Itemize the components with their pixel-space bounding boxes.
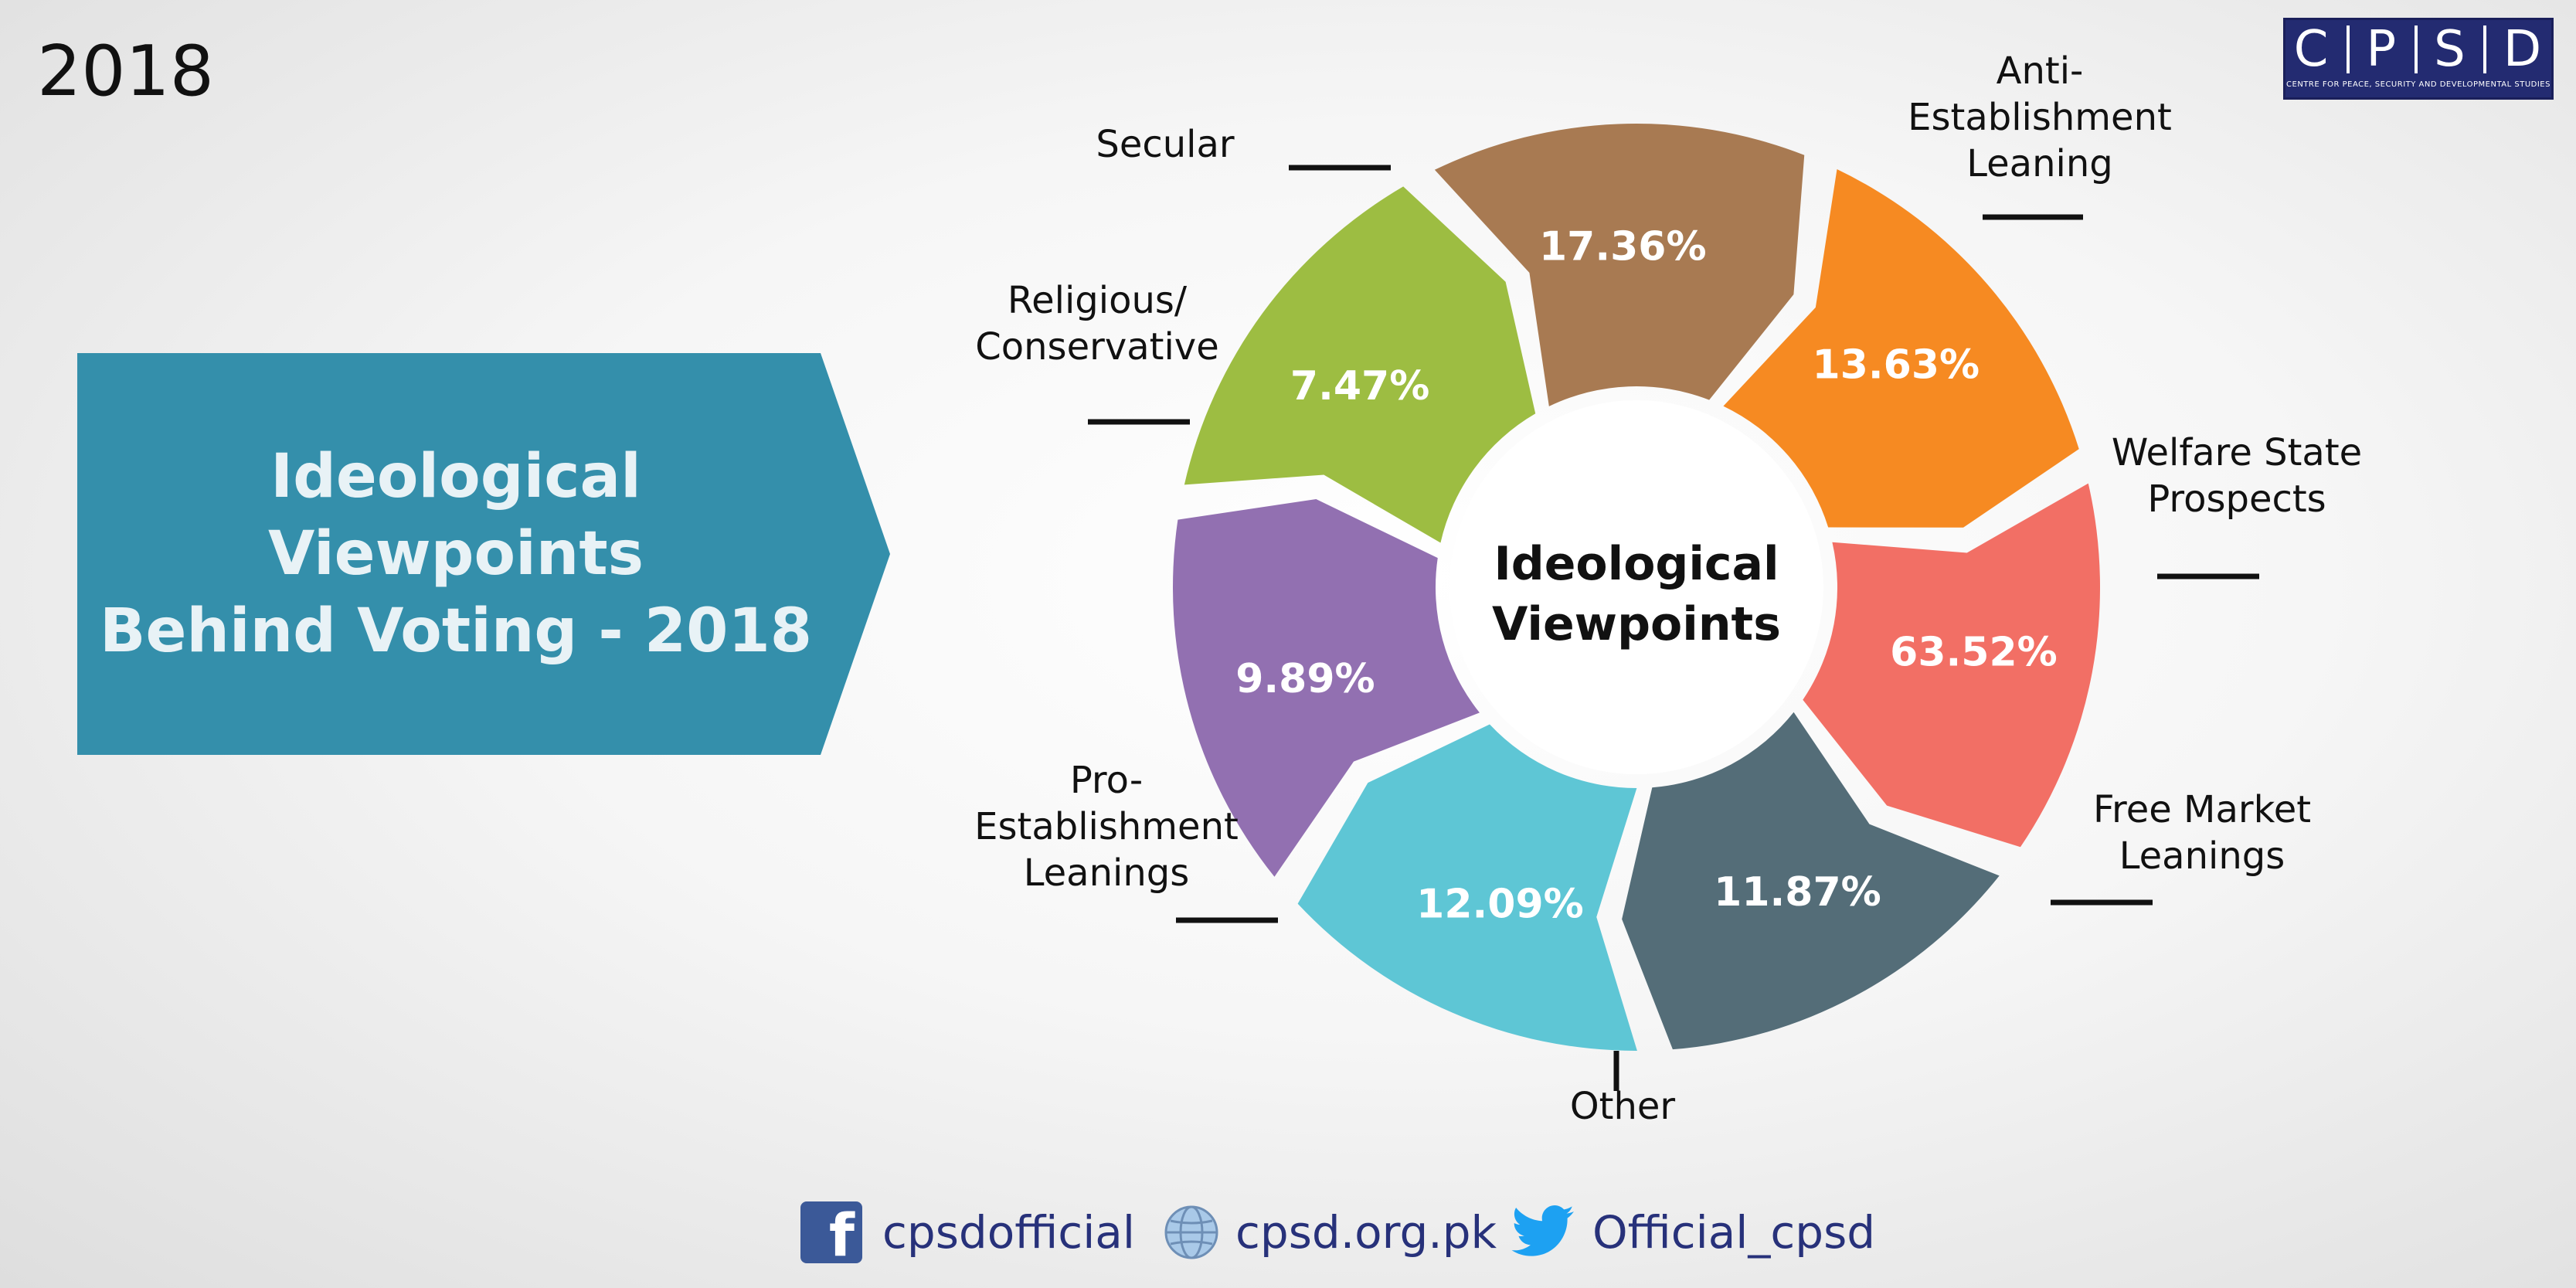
logo-letter: P <box>2366 21 2398 78</box>
website-link[interactable]: cpsd.org.pk <box>1163 1194 1497 1271</box>
segment-category-label: Pro-Establishment Leanings <box>974 759 1239 895</box>
twitter-handle: Official_cpsd <box>1592 1206 1876 1259</box>
ring-segment <box>1297 724 1637 1051</box>
facebook-icon: f <box>800 1201 862 1263</box>
year-label: 2018 <box>37 31 215 112</box>
segment-value-label: 13.63% <box>1813 342 1980 389</box>
ring-segment <box>1173 499 1480 877</box>
logo-letter: S <box>2434 21 2467 78</box>
logo-letters: C P S D <box>2285 20 2551 79</box>
center-label: Ideological Viewpoints <box>1492 537 1781 651</box>
segment-category-label: Religious/Conservative <box>975 279 1219 369</box>
ring-segment <box>1184 186 1536 543</box>
banner-title: Ideological Viewpoints Behind Voting - 2… <box>77 353 834 755</box>
logo-letter: D <box>2503 21 2544 78</box>
ring-segment <box>1803 483 2100 848</box>
twitter-bird-icon <box>1511 1205 1574 1256</box>
segment-category-label: Welfare State Prospects <box>2112 431 2362 521</box>
ring-segment <box>1434 124 1805 406</box>
segment-value-label: 12.09% <box>1416 881 1584 927</box>
banner-title-line2: Behind Voting - 2018 <box>100 596 812 666</box>
twitter-link[interactable]: Official_cpsd <box>1511 1194 1875 1271</box>
facebook-handle: cpsdofficial <box>882 1206 1135 1259</box>
cpsd-logo: C P S D CENTRE FOR PEACE, SECURITY AND D… <box>2283 18 2554 100</box>
logo-divider <box>2483 25 2487 73</box>
logo-divider <box>2414 25 2418 73</box>
segment-value-label: 9.89% <box>1235 656 1375 702</box>
ring-segment <box>1622 712 2000 1050</box>
segment-value-label: 17.36% <box>1539 223 1707 270</box>
footer-social-links: f cpsdofficial cpsd.org.pk Official_cpsd <box>0 1194 2576 1271</box>
title-banner: Ideological Viewpoints Behind Voting - 2… <box>77 353 896 755</box>
ring-segment <box>1723 169 2079 528</box>
logo-letter: C <box>2293 21 2330 78</box>
segment-category-label: Free Market Leanings <box>2093 788 2311 878</box>
segment-value-label: 11.87% <box>1714 869 1881 916</box>
globe-icon <box>1164 1205 1218 1259</box>
segment-category-label: Secular <box>1096 123 1235 166</box>
segment-category-label: Anti-Establishment Leaning <box>1908 49 2172 185</box>
logo-divider <box>2346 25 2350 73</box>
segment-category-label: Other <box>1570 1085 1676 1128</box>
logo-subtitle: CENTRE FOR PEACE, SECURITY AND DEVELOPME… <box>2286 80 2551 89</box>
banner-arrow-shape <box>77 353 890 755</box>
facebook-link[interactable]: f cpsdofficial <box>800 1194 1135 1271</box>
segment-value-label: 63.52% <box>1890 629 2058 675</box>
center-circle <box>1449 400 1823 774</box>
website-url: cpsd.org.pk <box>1235 1206 1497 1259</box>
banner-title-line1: Ideological Viewpoints <box>267 442 644 589</box>
segment-value-label: 7.47% <box>1290 363 1429 410</box>
